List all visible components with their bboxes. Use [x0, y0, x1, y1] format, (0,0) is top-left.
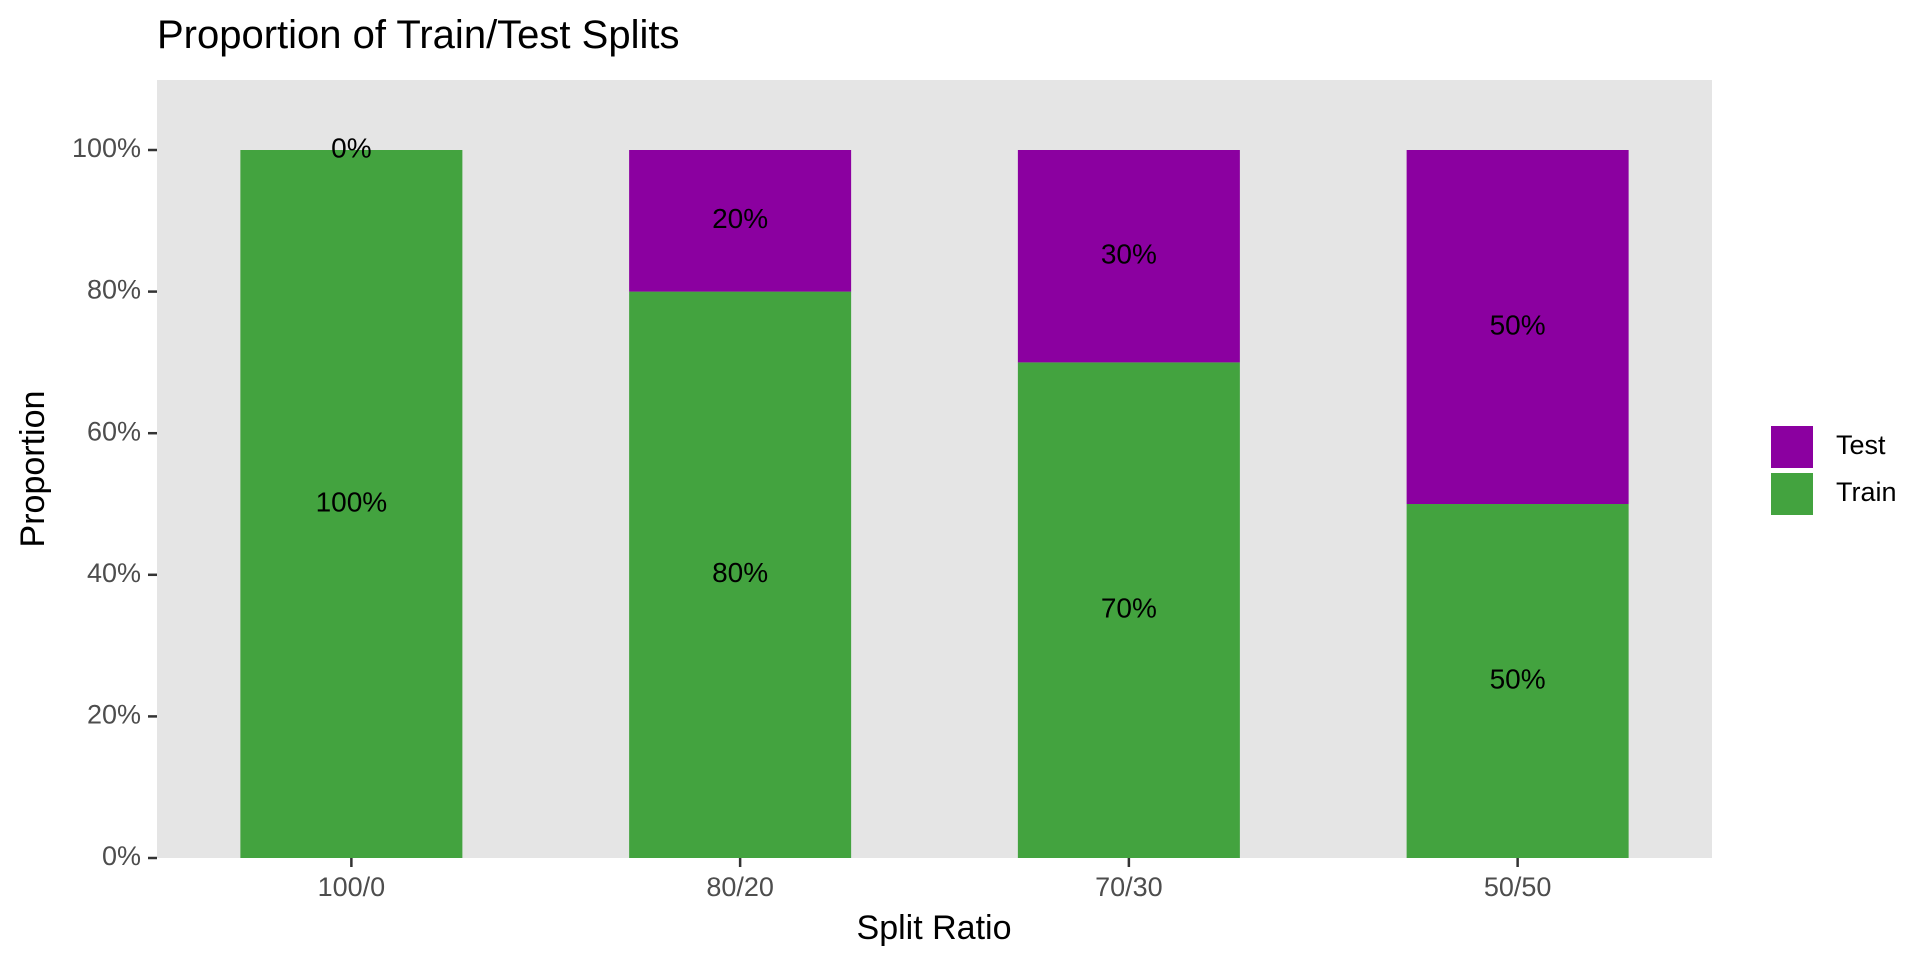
x-tick-label-2: 80/20 [706, 872, 774, 902]
y-tick-label-6: 100% [72, 133, 141, 163]
bar-train-3 [1017, 362, 1240, 858]
data-label-train-2: 80% [712, 557, 768, 588]
data-label-test-2: 20% [712, 203, 768, 234]
x-tick-label-3: 70/30 [1095, 872, 1163, 902]
x-axis: 100/0 80/20 70/30 50/50 [318, 858, 1552, 902]
chart-title: Proportion of Train/Test Splits [157, 13, 679, 57]
bar-train-2 [629, 291, 852, 859]
data-labels-group: 100% 0% 80% 20% 70% 30% 50% 50% [316, 132, 1546, 694]
bar-test-3 [1017, 150, 1240, 363]
x-axis-title: Split Ratio [857, 909, 1012, 947]
legend: Test Train [1769, 424, 1897, 517]
y-tick-label-5: 80% [87, 275, 141, 305]
bar-test-4 [1406, 150, 1629, 504]
y-tick-label-1: 0% [102, 841, 141, 871]
bar-train-4 [1406, 504, 1629, 858]
legend-key-train [1769, 471, 1815, 517]
legend-label-test: Test [1836, 430, 1886, 460]
y-axis: 0% 20% 40% 60% 80% 100% [72, 133, 157, 871]
legend-label-train: Train [1836, 477, 1897, 507]
data-label-train-1: 100% [316, 486, 388, 517]
bar-train-1 [240, 150, 463, 858]
y-tick-label-4: 60% [87, 416, 141, 446]
data-label-train-3: 70% [1101, 593, 1157, 624]
data-label-test-1: 0% [331, 132, 371, 163]
bars-group [240, 150, 1629, 859]
legend-key-test [1769, 424, 1815, 470]
data-label-test-4: 50% [1490, 309, 1546, 340]
y-tick-label-2: 20% [87, 700, 141, 730]
bar-test-2 [629, 150, 852, 292]
x-tick-label-4: 50/50 [1484, 872, 1552, 902]
data-label-train-4: 50% [1490, 663, 1546, 694]
data-label-test-3: 30% [1101, 239, 1157, 270]
x-tick-label-1: 100/0 [318, 872, 386, 902]
y-axis-title: Proportion [14, 391, 52, 548]
y-tick-label-3: 40% [87, 558, 141, 588]
